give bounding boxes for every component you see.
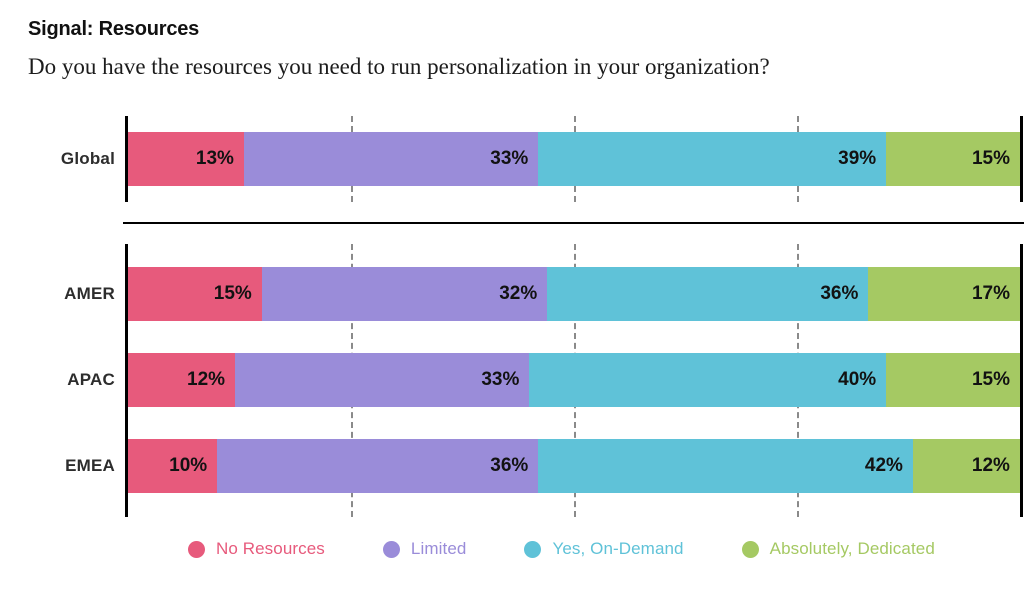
bar-segment: 15% — [128, 267, 262, 321]
bar-segment: 33% — [235, 353, 530, 407]
group-separator-line — [123, 222, 1024, 224]
legend-label: No Resources — [216, 539, 325, 558]
bar-segment: 15% — [886, 132, 1020, 186]
bar-segment: 40% — [529, 353, 887, 407]
chart-kicker: Signal: Resources — [28, 18, 200, 40]
legend-dot-icon — [524, 540, 542, 558]
segment-value-label: 15% — [971, 148, 1010, 169]
report-page: Signal: Resources Do you have the resour… — [28, 18, 1024, 559]
segment-value-label: 10% — [169, 455, 208, 476]
segment-value-label: 15% — [213, 283, 252, 304]
bar-segment: 17% — [868, 267, 1020, 321]
legend-item: Absolutely, Dedicated — [741, 539, 935, 559]
segment-value-label: 42% — [864, 455, 903, 476]
segment-value-label: 40% — [838, 369, 877, 390]
row-label: Global — [60, 149, 115, 168]
segment-value-label: 32% — [499, 283, 538, 304]
bar-segment: 39% — [538, 132, 887, 186]
chart-groups: Global 13% 33% 39% 15% AMER 15% 32% 36% 17% APAC 12… — [28, 116, 1024, 517]
stacked-bar: 10% 36% 42% 12% — [128, 439, 1020, 493]
bar-segment: 42% — [538, 439, 913, 493]
legend-label: Limited — [410, 539, 467, 558]
segment-value-label: 15% — [971, 369, 1010, 390]
stacked-bar: 13% 33% 39% 15% — [128, 132, 1020, 186]
chart-legend: No Resources Limited Yes, On-Demand Absolut… — [188, 539, 1024, 559]
legend-dot-icon — [382, 540, 400, 558]
segment-value-label: 36% — [820, 283, 859, 304]
stacked-bar: 12% 33% 40% 15% — [128, 353, 1020, 407]
bar-row-emea: EMEA 10% 36% 42% 12% — [65, 439, 1020, 493]
row-label: AMER — [64, 284, 115, 303]
legend-item: Limited — [382, 539, 467, 559]
bar-segment: 33% — [243, 132, 539, 186]
legend-item: No Resources — [188, 539, 325, 559]
bar-row-amer: AMER 15% 32% 36% 17% — [64, 267, 1020, 321]
segment-value-label: 12% — [971, 455, 1010, 476]
legend-dot-icon — [188, 540, 205, 558]
legend-label: Absolutely, Dedicated — [769, 539, 935, 558]
segment-value-label: 12% — [187, 369, 226, 390]
stacked-bar-chart: Global 13% 33% 39% 15% AMER 15% 32% 36% 17% APAC 12… — [28, 116, 1024, 559]
bar-segment: 32% — [261, 267, 548, 321]
bar-segment: 15% — [886, 353, 1020, 407]
bar-segment: 10% — [128, 439, 218, 493]
bar-segment: 12% — [128, 353, 236, 407]
segment-value-label: 13% — [195, 148, 234, 169]
bar-segment: 12% — [912, 439, 1020, 493]
chart-group-regions: AMER 15% 32% 36% 17% APAC 12% 33% 40% 15% EMEA 10% 3… — [64, 244, 1023, 517]
segment-value-label: 33% — [490, 148, 529, 169]
row-label: EMEA — [65, 456, 115, 475]
segment-value-label: 17% — [971, 283, 1010, 304]
segment-value-label: 33% — [481, 369, 520, 390]
legend-label: Yes, On-Demand — [552, 539, 684, 558]
segment-value-label: 36% — [490, 455, 529, 476]
bar-row-global: Global 13% 33% 39% 15% — [61, 132, 1020, 186]
row-label: APAC — [67, 370, 115, 389]
bar-segment: 36% — [547, 267, 869, 321]
bar-row-apac: APAC 12% 33% 40% 15% — [67, 353, 1020, 407]
bar-segment: 36% — [217, 439, 539, 493]
bar-segment: 13% — [128, 132, 244, 186]
segment-value-label: 39% — [838, 148, 877, 169]
legend-item: Yes, On-Demand — [524, 539, 684, 559]
legend-dot-icon — [741, 540, 759, 558]
stacked-bar: 15% 32% 36% 17% — [128, 267, 1020, 321]
chart-group-global-summary: Global 13% 33% 39% 15% — [61, 116, 1023, 202]
chart-question: Do you have the resources you need to ru… — [28, 54, 770, 79]
